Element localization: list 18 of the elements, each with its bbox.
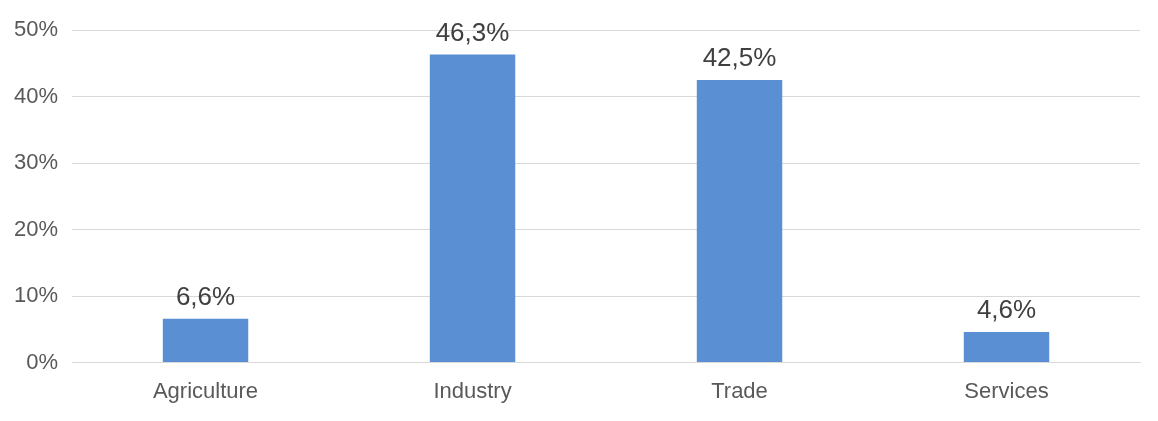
x-tick-label: Agriculture (152, 377, 259, 403)
data-label: 4,6% (976, 294, 1037, 325)
data-label: 6,6% (175, 280, 236, 311)
x-tick-label: Services (964, 377, 1049, 403)
y-tick-label: 10% (13, 282, 59, 308)
data-label: 42,5% (702, 42, 777, 73)
y-tick-label: 50% (13, 16, 59, 42)
bar (696, 79, 783, 363)
y-tick-label: 20% (13, 215, 59, 241)
x-tick-label: Industry (433, 377, 512, 403)
data-label: 46,3% (435, 16, 510, 47)
bar (162, 318, 249, 363)
y-tick-label: 0% (26, 348, 59, 374)
bar (963, 332, 1050, 363)
x-tick-label: Trade (711, 377, 768, 403)
bar (429, 54, 516, 363)
y-tick-label: 40% (13, 82, 59, 108)
y-tick-label: 30% (13, 149, 59, 175)
